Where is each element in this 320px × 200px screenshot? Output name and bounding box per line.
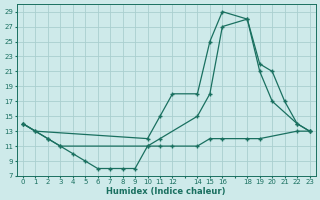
X-axis label: Humidex (Indice chaleur): Humidex (Indice chaleur) (107, 187, 226, 196)
